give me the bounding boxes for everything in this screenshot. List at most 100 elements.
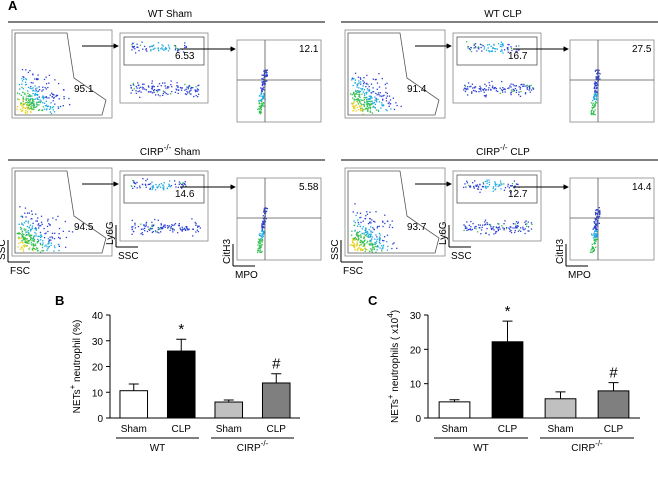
event-dot [357, 99, 359, 101]
event-dot [48, 246, 50, 248]
flow-plot [452, 170, 542, 242]
event-dot [42, 89, 44, 91]
event-dot [140, 233, 142, 235]
event-dot [595, 227, 598, 229]
event-dot [514, 227, 516, 229]
event-dot [385, 100, 388, 102]
event-dot [590, 233, 593, 235]
event-dot [532, 87, 535, 89]
event-dot [481, 50, 483, 52]
event-dot [36, 77, 38, 80]
event-dot [594, 83, 596, 86]
event-dot [372, 91, 374, 93]
event-dot [163, 225, 165, 228]
event-dot [16, 232, 18, 235]
event-dot [164, 85, 166, 87]
event-dot [131, 44, 133, 46]
event-dot [514, 185, 516, 187]
event-dot [469, 185, 472, 187]
event-dot [160, 223, 162, 225]
event-dot [367, 236, 369, 238]
event-dot [25, 234, 27, 237]
event-dot [353, 224, 356, 227]
event-dot [378, 101, 381, 103]
event-dot [187, 229, 189, 231]
event-dot [19, 108, 21, 111]
event-dot [596, 102, 598, 104]
event-dot [353, 220, 355, 222]
event-dot [188, 228, 190, 230]
event-dot [596, 209, 598, 211]
event-dot [151, 224, 154, 226]
event-dot [176, 82, 178, 84]
event-dot [263, 74, 265, 76]
event-dot [498, 185, 501, 187]
event-dot [507, 49, 509, 51]
event-dot [175, 88, 177, 90]
event-dot [57, 243, 60, 246]
event-dot [37, 227, 40, 229]
event-dot [372, 102, 375, 104]
event-dot [39, 231, 42, 234]
event-dot [379, 238, 381, 240]
event-dot [366, 211, 368, 213]
event-dot [400, 105, 402, 108]
event-dot [260, 104, 263, 107]
event-dot [371, 243, 374, 245]
event-dot [369, 236, 371, 238]
event-dot [510, 231, 513, 234]
event-dot [31, 101, 33, 104]
event-dot [34, 243, 36, 245]
axis-label: MPO [568, 270, 591, 281]
event-dot [488, 81, 490, 84]
event-dot [515, 91, 518, 94]
event-dot [162, 92, 165, 95]
event-dot [498, 183, 500, 186]
event-dot [529, 85, 531, 87]
event-dot [40, 236, 42, 239]
event-dot [369, 111, 372, 113]
event-dot [370, 234, 372, 237]
event-dot [22, 242, 24, 244]
event-dot [147, 91, 150, 93]
event-dot [507, 183, 509, 185]
event-dot [262, 83, 264, 85]
event-dot [49, 107, 52, 109]
event-dot [170, 83, 172, 86]
event-dot [353, 106, 355, 109]
event-dot [151, 86, 154, 88]
event-dot [375, 245, 377, 248]
event-dot [262, 223, 264, 225]
event-dot [184, 89, 186, 91]
event-dot [502, 42, 504, 45]
event-dot [23, 106, 25, 109]
event-dot [172, 224, 174, 227]
event-dot [44, 86, 46, 89]
event-dot [368, 235, 370, 237]
event-dot [20, 241, 22, 244]
event-dot [265, 210, 268, 212]
event-dot [163, 224, 165, 226]
event-dot [18, 242, 20, 245]
event-dot [378, 232, 381, 235]
gate-percent: 5.58 [299, 182, 319, 193]
event-dot [467, 88, 469, 90]
event-dot [134, 52, 137, 54]
event-dot [149, 188, 151, 190]
event-dot [263, 71, 266, 73]
event-dot [191, 218, 193, 220]
event-dot [591, 248, 593, 250]
event-dot [485, 89, 487, 91]
event-dot [595, 82, 597, 84]
event-dot [17, 246, 19, 248]
event-dot [484, 185, 487, 187]
event-dot [531, 223, 533, 226]
event-dot [50, 244, 52, 247]
event-dot [388, 226, 391, 228]
event-dot [71, 231, 74, 233]
event-dot [25, 99, 27, 101]
event-dot [183, 44, 186, 47]
event-dot [484, 186, 487, 188]
event-dot [352, 211, 354, 213]
event-dot [596, 91, 598, 93]
